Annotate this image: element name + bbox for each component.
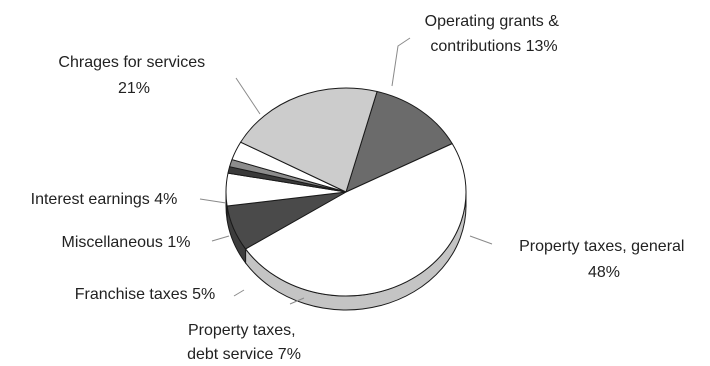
label-property-taxes-debt: Property taxes, debt service 7% (187, 322, 301, 363)
leader-interest-earnings (199, 198, 227, 204)
label-operating-grants: Operating grants & contributions 13% (425, 13, 564, 55)
leader-charges-for-services (235, 77, 261, 115)
label-interest-earnings: Interest earnings 4% (31, 191, 178, 208)
leader-franchise-taxes (233, 289, 245, 297)
label-franchise-taxes: Franchise taxes 5% (75, 286, 216, 303)
pie-slice-operating-grants-contributions (345, 91, 453, 193)
leader-lines (199, 37, 493, 305)
label-miscellaneous: Miscellaneous 1% (62, 234, 191, 251)
leader-property-taxes-general (469, 235, 493, 245)
pie-slice-chrages-for-services (240, 87, 378, 193)
label-charges-for-services: Chrages for services 21% (58, 54, 209, 97)
pie-tops (225, 87, 467, 297)
pie-slice-property-taxes-general (245, 143, 467, 297)
leader-property-taxes-debt (289, 297, 305, 305)
leader-operating-grants (391, 37, 411, 87)
label-property-taxes-general: Property taxes, general 48% (519, 238, 689, 281)
leader-miscellaneous (211, 235, 230, 242)
